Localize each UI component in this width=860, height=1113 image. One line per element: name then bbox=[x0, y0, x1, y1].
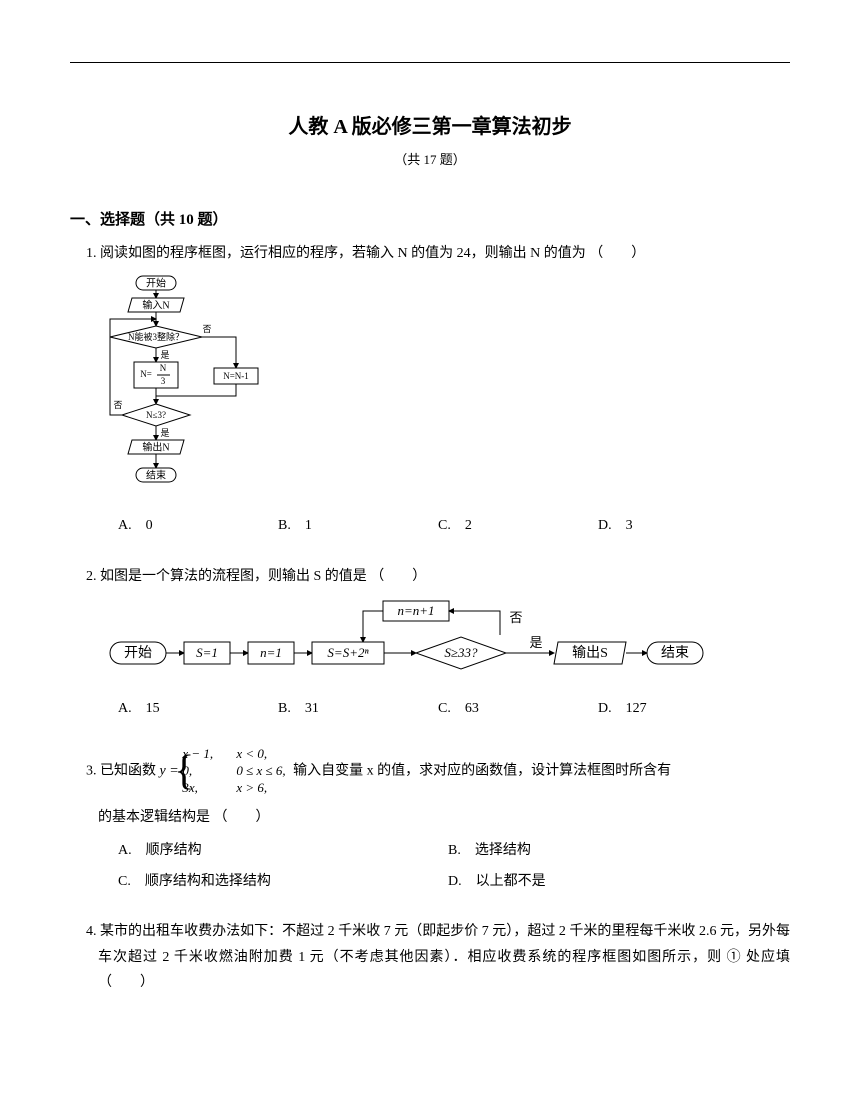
option-a: A. 15 bbox=[118, 696, 278, 721]
question-3: 3. 已知函数 y = { x − 1,x < 0, 0,0 ≤ x ≤ 6, … bbox=[70, 746, 790, 894]
question-2: 2. 如图是一个算法的流程图，则输出 S 的值是 （ ） n=n+1 否 开始 bbox=[70, 564, 790, 722]
option-a: A. 顺序结构 bbox=[118, 838, 448, 863]
svg-text:S=1: S=1 bbox=[196, 645, 218, 660]
question-2-text: 2. 如图是一个算法的流程图，则输出 S 的值是 （ ） bbox=[70, 564, 790, 589]
svg-text:是: 是 bbox=[160, 350, 169, 360]
svg-text:是: 是 bbox=[529, 635, 542, 650]
option-a: A. 0 bbox=[118, 513, 278, 538]
svg-text:否: 否 bbox=[509, 610, 522, 625]
svg-text:输入N: 输入N bbox=[142, 298, 169, 311]
svg-text:n=1: n=1 bbox=[260, 645, 282, 660]
svg-text:输出S: 输出S bbox=[572, 645, 608, 661]
svg-text:否: 否 bbox=[202, 324, 211, 334]
svg-text:是: 是 bbox=[160, 428, 169, 438]
document-title: 人教 A 版必修三第一章算法初步 bbox=[70, 110, 790, 139]
question-1-options: A. 0 B. 1 C. 2 D. 3 bbox=[70, 513, 790, 538]
svg-text:N≤3?: N≤3? bbox=[146, 410, 166, 420]
svg-text:S=S+2ⁿ: S=S+2ⁿ bbox=[327, 645, 369, 660]
section-header: 一、选择题（共 10 题） bbox=[70, 208, 790, 229]
svg-text:结束: 结束 bbox=[661, 645, 689, 661]
q3-post: 的基本逻辑结构是 （ ） bbox=[70, 805, 790, 830]
piecewise-rows: x − 1,x < 0, 0,0 ≤ x ≤ 6, 3x,x > 6, bbox=[194, 746, 285, 797]
q3-mid: 输入自变量 x 的值，求对应的函数值，设计算法框图时所含有 bbox=[293, 764, 671, 779]
question-4: 4. 某市的出租车收费办法如下：不超过 2 千米收 7 元（即起步价 7 元），… bbox=[70, 919, 790, 995]
svg-text:N: N bbox=[160, 363, 167, 373]
svg-text:N=N-1: N=N-1 bbox=[223, 371, 249, 381]
option-c: C. 2 bbox=[438, 513, 598, 538]
svg-text:S≥33?: S≥33? bbox=[444, 645, 478, 660]
svg-text:N能被3整除？: N能被3整除？ bbox=[128, 331, 184, 342]
question-2-options: A. 15 B. 31 C. 63 D. 127 bbox=[70, 696, 790, 721]
svg-text:N=: N= bbox=[140, 369, 152, 379]
svg-text:开始: 开始 bbox=[146, 276, 166, 289]
document-subtitle: （共 17 题） bbox=[70, 149, 790, 168]
svg-text:结束: 结束 bbox=[146, 468, 166, 481]
svg-text:开始: 开始 bbox=[124, 645, 152, 661]
option-c: C. 63 bbox=[438, 696, 598, 721]
option-c: C. 顺序结构和选择结构 bbox=[118, 869, 448, 894]
question-1-text: 1. 阅读如图的程序框图，运行相应的程序，若输入 N 的值为 24，则输出 N … bbox=[70, 241, 790, 266]
option-d: D. 127 bbox=[598, 696, 758, 721]
flowchart-2: n=n+1 否 开始 S=1 n=1 S=S+2ⁿ S≥33? bbox=[106, 597, 790, 684]
svg-text:否: 否 bbox=[113, 400, 122, 410]
question-1: 1. 阅读如图的程序框图，运行相应的程序，若输入 N 的值为 24，则输出 N … bbox=[70, 241, 790, 539]
question-3-text: 3. 已知函数 y = { x − 1,x < 0, 0,0 ≤ x ≤ 6, … bbox=[70, 746, 790, 797]
option-b: B. 选择结构 bbox=[448, 838, 790, 863]
page-top-divider bbox=[70, 62, 790, 63]
question-3-options: A. 顺序结构 B. 选择结构 C. 顺序结构和选择结构 D. 以上都不是 bbox=[70, 838, 790, 894]
option-d: D. 3 bbox=[598, 513, 758, 538]
option-b: B. 31 bbox=[278, 696, 438, 721]
svg-text:n=n+1: n=n+1 bbox=[397, 603, 434, 618]
question-4-text: 4. 某市的出租车收费办法如下：不超过 2 千米收 7 元（即起步价 7 元），… bbox=[70, 919, 790, 995]
option-d: D. 以上都不是 bbox=[448, 869, 790, 894]
piecewise-brace: { x − 1,x < 0, 0,0 ≤ x ≤ 6, 3x,x > 6, bbox=[186, 746, 285, 797]
option-b: B. 1 bbox=[278, 513, 438, 538]
svg-text:输出N: 输出N bbox=[142, 440, 169, 453]
flowchart-1: 开始 输入N N能被3整除？ 否 是 N= N 3 N=N-1 bbox=[106, 274, 790, 505]
q3-pre: 3. 已知函数 bbox=[86, 764, 160, 779]
svg-text:3: 3 bbox=[161, 376, 166, 386]
